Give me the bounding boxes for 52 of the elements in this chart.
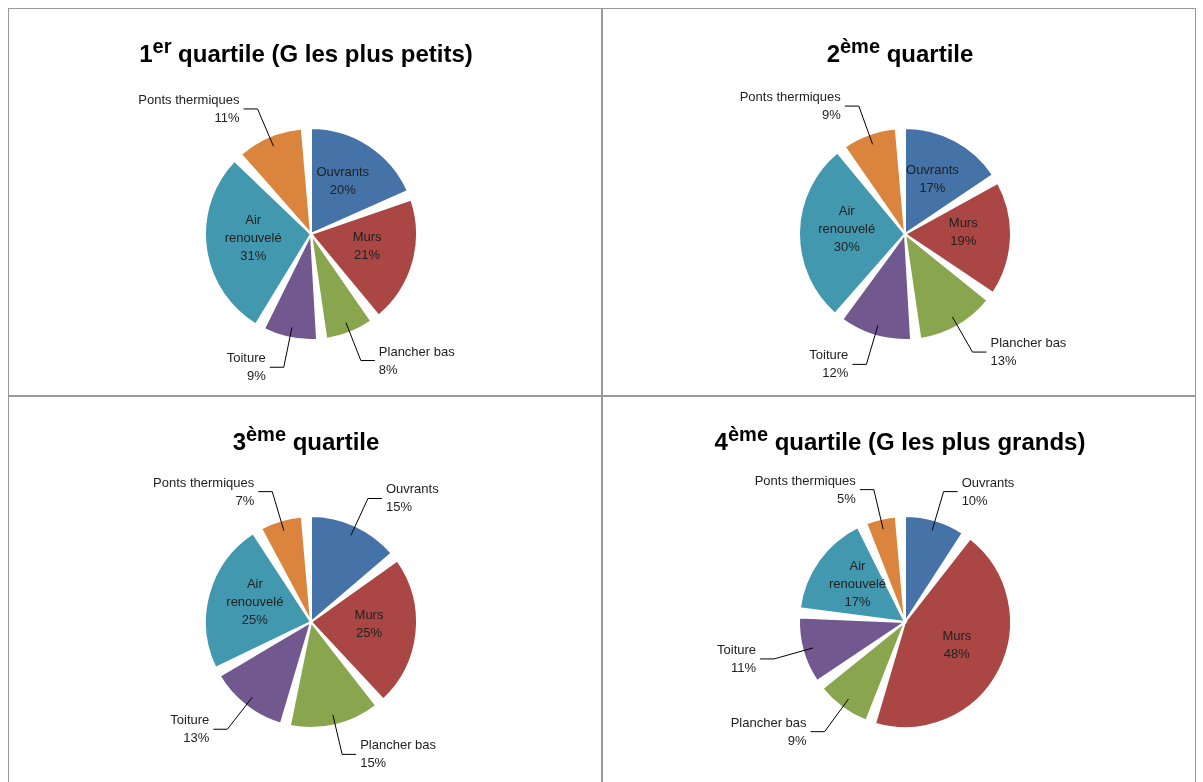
slice-label: Murs <box>948 215 979 231</box>
data-label: 11% <box>731 659 757 675</box>
data-label: 13% <box>183 730 210 746</box>
slice-label: Plancher bas <box>378 343 456 359</box>
slice-label: Air renouvelé <box>818 203 876 237</box>
data-label: 11% <box>214 109 240 125</box>
data-label: 31% <box>240 247 267 263</box>
data-label: 8% <box>378 361 399 377</box>
slice-label: Toiture <box>717 641 757 657</box>
chart-title: 2$^{ème}$ quartile <box>825 35 975 68</box>
data-label: 15% <box>360 755 387 771</box>
slice-label: Air renouvelé <box>828 558 887 592</box>
slice-label: Plancher bas <box>360 737 437 753</box>
slice-label: Murs <box>942 627 972 643</box>
data-label: 15% <box>385 499 413 515</box>
chart-title: 1$^{er}$ quartile (G les plus petits) <box>138 35 474 68</box>
data-label: 9% <box>246 368 267 384</box>
slice-label: Ouvrants <box>316 164 370 180</box>
chart-title: 4$^{ème}$ quartile (G les plus grands) <box>713 423 1087 456</box>
slice-label: Ouvrants <box>906 161 960 177</box>
data-label: 10% <box>961 492 989 508</box>
chart-title: 3$^{ème}$ quartile <box>231 423 381 456</box>
slice-label: Toiture <box>170 712 210 728</box>
slice-label: Plancher bas <box>730 714 808 730</box>
data-label: 48% <box>943 645 971 661</box>
slice-label: Murs <box>352 228 383 244</box>
slice-label: Ponts thermiques <box>739 89 842 105</box>
data-label: 17% <box>844 594 871 610</box>
data-label: 20% <box>329 182 357 198</box>
slice-label: Ponts thermiques <box>754 472 857 488</box>
data-label: 12% <box>822 365 849 381</box>
data-label: 9% <box>787 732 808 748</box>
slice-label: Toiture <box>809 347 849 363</box>
data-label: 25% <box>241 612 269 628</box>
slice-label: Ponts thermiques <box>138 91 241 107</box>
slice-label: Ouvrants <box>385 481 440 497</box>
slice-label: Air renouvelé <box>226 576 284 610</box>
data-label: 21% <box>354 246 381 262</box>
slice-label: Ouvrants <box>961 474 1015 490</box>
data-label: 9% <box>822 107 842 123</box>
slice-label: Toiture <box>226 350 266 366</box>
data-label: 25% <box>355 624 383 640</box>
data-label: 7% <box>235 492 255 508</box>
data-label: 30% <box>833 239 861 255</box>
slice-label: Plancher bas <box>990 335 1067 351</box>
data-label: 17% <box>919 179 946 195</box>
data-label: 19% <box>950 233 977 249</box>
slice-label: Air renouvelé <box>224 211 282 245</box>
slice-label: Murs <box>354 606 384 622</box>
data-label: 5% <box>837 490 857 506</box>
data-label: 13% <box>990 353 1017 369</box>
slice-label: Ponts thermiques <box>153 474 255 490</box>
